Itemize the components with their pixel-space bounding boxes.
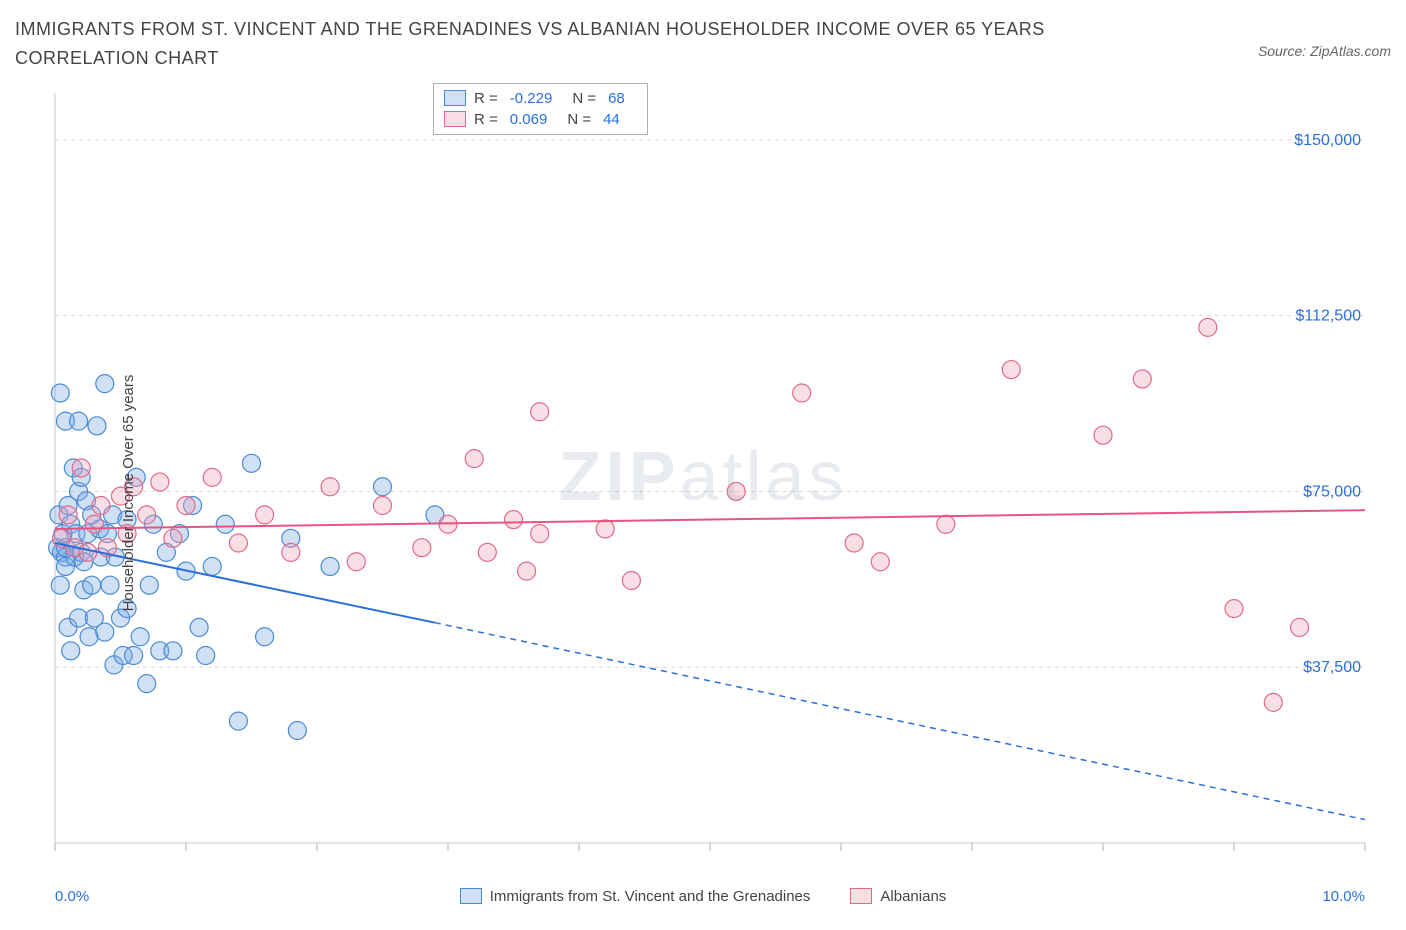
svg-text:$75,000: $75,000 [1303,483,1361,500]
legend-item-series1: Immigrants from St. Vincent and the Gren… [460,888,811,905]
swatch-icon [460,888,482,904]
y-axis-label: Householder Income Over 65 years [120,374,137,611]
swatch-icon [444,111,466,127]
legend-item-series2: Albanians [850,888,946,905]
svg-text:$37,500: $37,500 [1303,659,1361,676]
chart-container: Householder Income Over 65 years $37,500… [15,83,1391,903]
legend-row-series2: R =0.069 N =44 [444,109,637,130]
swatch-icon [850,888,872,904]
source-credit: Source: ZipAtlas.com [1258,43,1391,59]
chart-title: IMMIGRANTS FROM ST. VINCENT AND THE GREN… [15,15,1135,73]
svg-text:$112,500: $112,500 [1295,307,1361,324]
svg-text:$150,000: $150,000 [1294,131,1361,148]
swatch-icon [444,90,466,106]
x-axis-max-label: 10.0% [1322,888,1365,905]
legend-row-series1: R =-0.229 N =68 [444,88,637,109]
series-legend: 0.0% Immigrants from St. Vincent and the… [15,888,1391,905]
stats-legend: R =-0.229 N =68 R =0.069 N =44 [433,83,648,135]
x-axis-min-label: 0.0% [55,888,89,905]
scatter-plot: $37,500 $75,000 $112,500 $150,000 [15,83,1391,903]
